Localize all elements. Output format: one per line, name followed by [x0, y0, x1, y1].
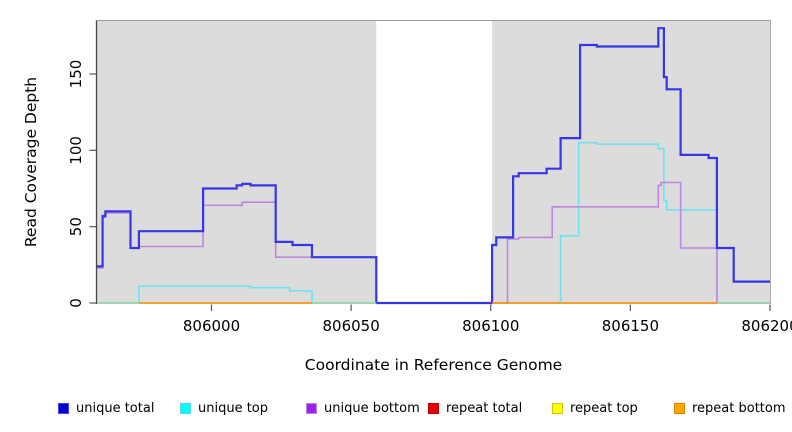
repeat-top-swatch-icon: [552, 402, 563, 414]
legend-label: unique bottom: [324, 400, 420, 416]
masked-region: [376, 21, 493, 304]
legend-item-unique-bottom: unique bottom: [306, 400, 420, 416]
legend-item-unique-top: unique top: [180, 400, 268, 416]
unique-bottom-swatch-icon: [306, 402, 317, 414]
legend-label: repeat bottom: [692, 400, 786, 416]
unique-total-swatch-icon: [58, 402, 69, 414]
y-tick-label: 50: [67, 217, 85, 236]
x-tick-label: 806000: [183, 317, 240, 335]
legend-item-repeat-bottom: repeat bottom: [674, 400, 786, 416]
repeat-total-swatch-icon: [428, 402, 439, 414]
legend-item-repeat-top: repeat top: [552, 400, 638, 416]
x-axis-title: Coordinate in Reference Genome: [304, 356, 563, 374]
x-tick-label: 806100: [462, 317, 519, 335]
y-tick-label: 0: [67, 298, 85, 308]
y-tick-label: 150: [67, 60, 85, 89]
legend-label: repeat total: [446, 400, 523, 416]
x-tick-label: 806050: [322, 317, 379, 335]
legend-label: unique top: [198, 400, 269, 416]
repeat-bottom-swatch-icon: [674, 402, 685, 414]
series-unique-top: [97, 141, 770, 304]
y-tick-label: 100: [67, 136, 85, 165]
unique-top-swatch-icon: [180, 402, 191, 414]
x-tick-label: 806150: [602, 317, 659, 335]
series-unique-total: [97, 27, 770, 305]
legend-item-unique-total: unique total: [58, 400, 154, 416]
y-axis-title: Read Coverage Depth: [22, 76, 40, 248]
legend-item-repeat-total: repeat total: [428, 400, 522, 416]
legend-label: unique total: [76, 400, 155, 416]
legend-label: repeat top: [570, 400, 638, 416]
